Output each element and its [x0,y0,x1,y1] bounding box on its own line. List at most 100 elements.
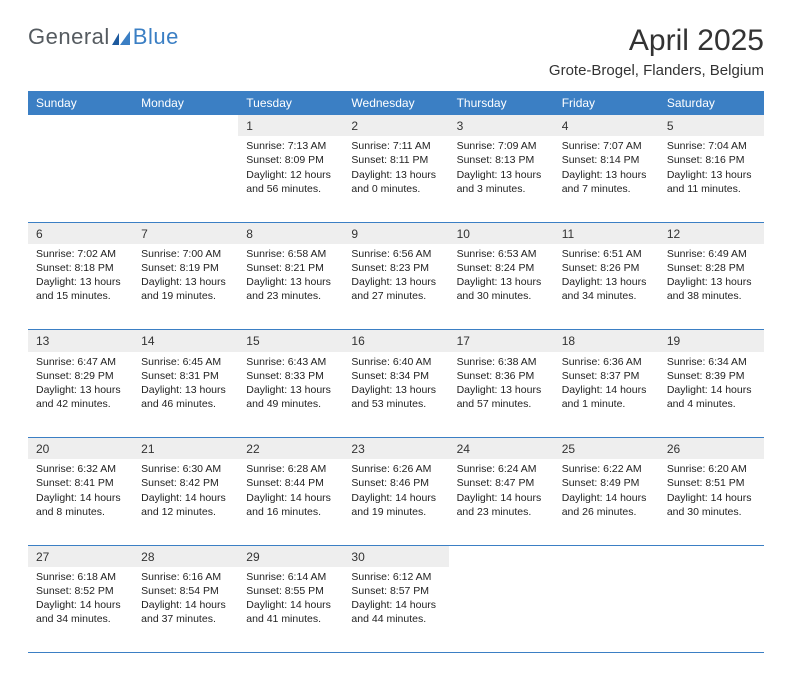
sunrise-text: Sunrise: 6:51 AM [562,247,651,261]
day-number-cell [449,545,554,567]
daylight-text-line2: and 12 minutes. [141,505,230,519]
daylight-text-line1: Daylight: 13 hours [246,275,335,289]
daylight-text-line2: and 19 minutes. [351,505,440,519]
day-content-cell: Sunrise: 6:58 AMSunset: 8:21 PMDaylight:… [238,244,343,330]
sunset-text: Sunset: 8:16 PM [667,153,756,167]
sunrise-text: Sunrise: 6:58 AM [246,247,335,261]
daylight-text-line1: Daylight: 14 hours [457,491,546,505]
sunset-text: Sunset: 8:36 PM [457,369,546,383]
day-content-cell: Sunrise: 6:24 AMSunset: 8:47 PMDaylight:… [449,459,554,545]
daylight-text-line1: Daylight: 13 hours [351,383,440,397]
sunset-text: Sunset: 8:41 PM [36,476,125,490]
daylight-text-line1: Daylight: 13 hours [457,275,546,289]
sunset-text: Sunset: 8:19 PM [141,261,230,275]
day-number-cell: 12 [659,222,764,244]
day-content-cell: Sunrise: 7:02 AMSunset: 8:18 PMDaylight:… [28,244,133,330]
day-content-cell [28,136,133,222]
sunrise-text: Sunrise: 7:04 AM [667,139,756,153]
sunrise-text: Sunrise: 6:14 AM [246,570,335,584]
sunrise-text: Sunrise: 7:02 AM [36,247,125,261]
day-number-cell [28,115,133,136]
sunrise-text: Sunrise: 6:26 AM [351,462,440,476]
day-number-cell: 8 [238,222,343,244]
sunrise-text: Sunrise: 7:09 AM [457,139,546,153]
day-content-cell: Sunrise: 6:36 AMSunset: 8:37 PMDaylight:… [554,352,659,438]
daynum-row: 20212223242526 [28,438,764,460]
weekday-header-row: Sunday Monday Tuesday Wednesday Thursday… [28,91,764,115]
sunrise-text: Sunrise: 6:49 AM [667,247,756,261]
day-content-cell: Sunrise: 6:53 AMSunset: 8:24 PMDaylight:… [449,244,554,330]
sunset-text: Sunset: 8:29 PM [36,369,125,383]
day-number-cell: 22 [238,438,343,460]
day-content-cell: Sunrise: 6:14 AMSunset: 8:55 PMDaylight:… [238,567,343,653]
daylight-text-line2: and 7 minutes. [562,182,651,196]
daynum-row: 6789101112 [28,222,764,244]
daylight-text-line2: and 34 minutes. [36,612,125,626]
sunrise-text: Sunrise: 6:47 AM [36,355,125,369]
day-number-cell: 21 [133,438,238,460]
sunrise-text: Sunrise: 6:34 AM [667,355,756,369]
sunrise-text: Sunrise: 6:16 AM [141,570,230,584]
sunset-text: Sunset: 8:54 PM [141,584,230,598]
sunset-text: Sunset: 8:51 PM [667,476,756,490]
logo-word-general: General [28,24,110,50]
day-content-cell: Sunrise: 6:16 AMSunset: 8:54 PMDaylight:… [133,567,238,653]
sunset-text: Sunset: 8:42 PM [141,476,230,490]
daylight-text-line1: Daylight: 14 hours [667,383,756,397]
sunrise-text: Sunrise: 7:11 AM [351,139,440,153]
daylight-text-line1: Daylight: 13 hours [457,168,546,182]
daylight-text-line2: and 37 minutes. [141,612,230,626]
day-content-cell: Sunrise: 6:56 AMSunset: 8:23 PMDaylight:… [343,244,448,330]
sunset-text: Sunset: 8:49 PM [562,476,651,490]
day-number-cell: 18 [554,330,659,352]
daylight-text-line1: Daylight: 14 hours [141,598,230,612]
day-content-cell [554,567,659,653]
daylight-text-line2: and 15 minutes. [36,289,125,303]
day-content-cell: Sunrise: 7:09 AMSunset: 8:13 PMDaylight:… [449,136,554,222]
daylight-text-line1: Daylight: 13 hours [667,168,756,182]
daynum-row: 12345 [28,115,764,136]
sunrise-text: Sunrise: 6:45 AM [141,355,230,369]
sunrise-text: Sunrise: 6:38 AM [457,355,546,369]
sunset-text: Sunset: 8:57 PM [351,584,440,598]
sunrise-text: Sunrise: 6:40 AM [351,355,440,369]
day-number-cell: 17 [449,330,554,352]
weekday-header: Thursday [449,91,554,115]
day-content-cell [449,567,554,653]
daylight-text-line2: and 8 minutes. [36,505,125,519]
sunset-text: Sunset: 8:39 PM [667,369,756,383]
day-content-cell: Sunrise: 6:26 AMSunset: 8:46 PMDaylight:… [343,459,448,545]
daylight-text-line1: Daylight: 14 hours [246,598,335,612]
daylight-text-line1: Daylight: 13 hours [667,275,756,289]
day-content-cell: Sunrise: 6:51 AMSunset: 8:26 PMDaylight:… [554,244,659,330]
day-number-cell: 20 [28,438,133,460]
weekday-header: Friday [554,91,659,115]
day-number-cell: 9 [343,222,448,244]
day-content-cell: Sunrise: 6:20 AMSunset: 8:51 PMDaylight:… [659,459,764,545]
daylight-text-line1: Daylight: 13 hours [141,275,230,289]
sunrise-text: Sunrise: 6:32 AM [36,462,125,476]
day-content-row: Sunrise: 6:47 AMSunset: 8:29 PMDaylight:… [28,352,764,438]
weekday-header: Tuesday [238,91,343,115]
sunset-text: Sunset: 8:34 PM [351,369,440,383]
day-content-row: Sunrise: 7:02 AMSunset: 8:18 PMDaylight:… [28,244,764,330]
sunset-text: Sunset: 8:33 PM [246,369,335,383]
day-number-cell: 3 [449,115,554,136]
weekday-header: Sunday [28,91,133,115]
daylight-text-line1: Daylight: 13 hours [141,383,230,397]
day-number-cell: 5 [659,115,764,136]
sunrise-text: Sunrise: 6:30 AM [141,462,230,476]
day-content-cell [659,567,764,653]
sunrise-text: Sunrise: 6:53 AM [457,247,546,261]
day-content-cell: Sunrise: 6:34 AMSunset: 8:39 PMDaylight:… [659,352,764,438]
daylight-text-line2: and 4 minutes. [667,397,756,411]
daylight-text-line2: and 26 minutes. [562,505,651,519]
daylight-text-line2: and 27 minutes. [351,289,440,303]
day-content-cell: Sunrise: 6:22 AMSunset: 8:49 PMDaylight:… [554,459,659,545]
daylight-text-line1: Daylight: 13 hours [351,275,440,289]
day-content-cell: Sunrise: 6:28 AMSunset: 8:44 PMDaylight:… [238,459,343,545]
day-number-cell: 2 [343,115,448,136]
daylight-text-line1: Daylight: 13 hours [36,383,125,397]
day-number-cell: 15 [238,330,343,352]
title-block: April 2025 Grote-Brogel, Flanders, Belgi… [549,24,764,79]
